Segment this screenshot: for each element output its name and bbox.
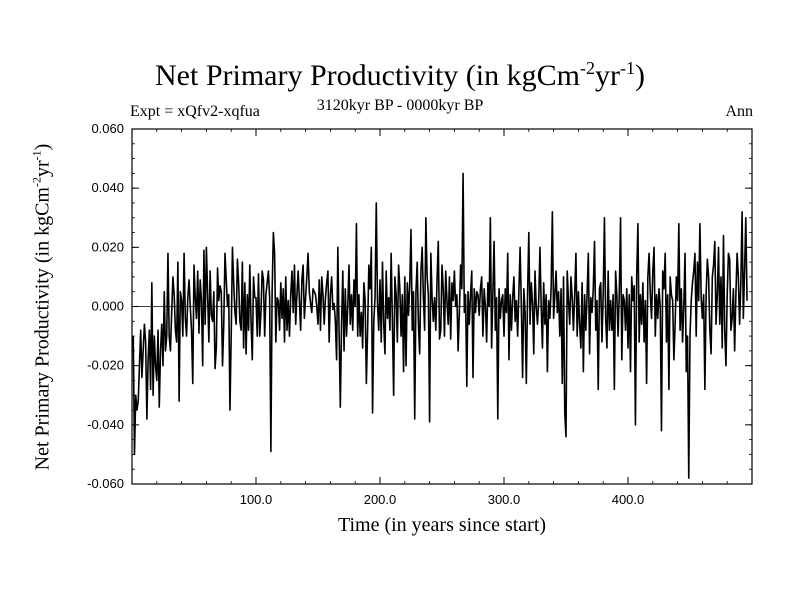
y-tick-label: 0.020 bbox=[91, 239, 124, 254]
y-tick-label: 0.060 bbox=[91, 121, 124, 136]
y-tick-label: -0.040 bbox=[87, 417, 124, 432]
y-tick-label: -0.060 bbox=[87, 476, 124, 491]
y-tick-label: -0.020 bbox=[87, 358, 124, 373]
chart-title: Net Primary Productivity (in kgCm-2yr-1) bbox=[155, 58, 645, 92]
x-tick-label: 400.0 bbox=[612, 492, 645, 507]
experiment-label: Expt = xQfv2-xqfua bbox=[130, 103, 260, 120]
x-tick-label: 300.0 bbox=[488, 492, 521, 507]
series-line bbox=[132, 172, 748, 479]
plot-frame bbox=[131, 128, 753, 485]
y-tick-label: 0.000 bbox=[91, 299, 124, 314]
x-axis-label: Time (in years since start) bbox=[337, 514, 547, 536]
series-group bbox=[132, 172, 748, 479]
x-tick-label: 200.0 bbox=[364, 492, 397, 507]
season-label: Ann bbox=[725, 103, 753, 120]
period-label: 3120kyr BP - 0000kyr BP bbox=[316, 97, 484, 114]
y-tick-label: 0.040 bbox=[91, 180, 124, 195]
x-tick-label: 100.0 bbox=[240, 492, 273, 507]
